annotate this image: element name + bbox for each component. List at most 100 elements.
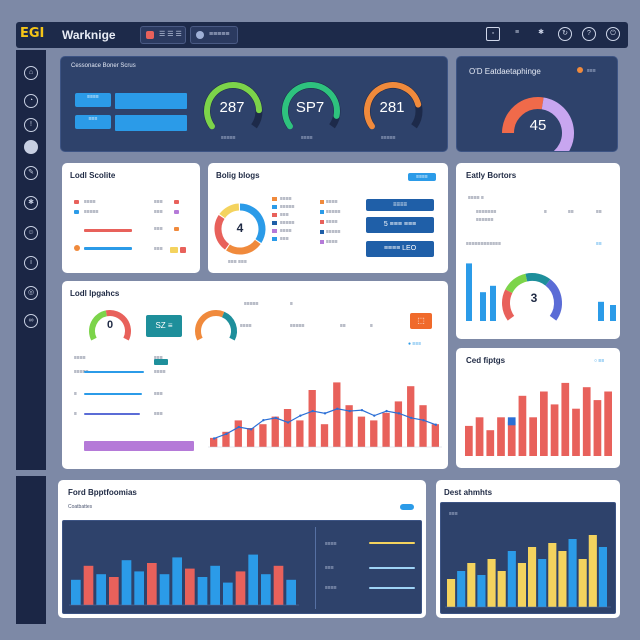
lead-panel: Lodl Scolite ≡≡≡≡ ≡≡≡ ≡≡≡≡≡ ≡≡≡ ≡≡≡ ≡≡≡: [62, 163, 200, 273]
bottom-left-panel: Ford Bpptfoomias Coatbattes ≡≡≡≡ ≡≡≡ ≡≡≡…: [58, 480, 426, 618]
power-icon[interactable]: ⏻: [606, 27, 620, 41]
sidebar-alert-icon[interactable]: !: [24, 118, 38, 132]
mid-bar-5: [259, 424, 267, 447]
mid-line-point-10: [323, 412, 327, 415]
mid-bar-16: [394, 401, 403, 447]
lead-chip-r3: [174, 227, 179, 231]
lr-bar-13: [593, 400, 602, 456]
mid-row-label: ≡: [74, 411, 77, 417]
lr-bar-10: [561, 382, 570, 456]
br-bar-1: [447, 579, 456, 607]
mid-bar-15: [382, 412, 390, 447]
donut-legend-chip: [272, 197, 277, 201]
bottom-right-chart: [445, 535, 611, 608]
settings-icon[interactable]: ✱: [538, 29, 544, 36]
donut-legend-chip: [272, 205, 277, 209]
mid-badge: SZ ≡: [146, 315, 182, 337]
sidebar-info-icon[interactable]: i: [24, 256, 38, 270]
sidebar-link-icon[interactable]: ∞: [24, 314, 38, 328]
mid-col-1: ≡≡≡≡≡: [244, 301, 259, 307]
mid-line-point-7: [286, 421, 290, 424]
mid-bar-11: [333, 382, 341, 447]
mid-bar-12: [345, 405, 353, 447]
bottom-left-title: Ford Bpptfoomias: [68, 488, 137, 497]
kpi-gauge-label-1: ≡≡≡≡≡: [221, 135, 236, 141]
donut-badge[interactable]: ≡≡≡≡: [408, 173, 436, 181]
lower-right-chart: [465, 382, 612, 456]
donut-legend-chip: [272, 237, 277, 241]
mid-gauge-value: 0: [106, 319, 114, 331]
lead-chip-r1: [174, 200, 179, 204]
bl-bar-11: [197, 577, 208, 605]
donut-legend-chip: [272, 221, 277, 225]
mid-row-bar: [84, 413, 140, 415]
donut-legend-chip-2: [320, 240, 324, 244]
toolbar-button-1-label: ☰ ☰ ☰: [159, 31, 182, 38]
score-panel: O'D Eatdaetaphinge ≡≡≡ 45: [456, 56, 618, 152]
lead-row-1-right: ≡≡≡: [154, 199, 163, 205]
bottom-left-chart-area: ≡≡≡≡ ≡≡≡ ≡≡≡≡: [62, 520, 422, 614]
bl-bar-7: [147, 563, 157, 605]
sidebar-globe-icon[interactable]: ◎: [24, 286, 38, 300]
mid-gauge-arc-2: [105, 310, 131, 341]
donut-legend-chip-2: [320, 230, 324, 234]
bl-legend-line-1: [369, 542, 415, 544]
mid-line-point-9: [311, 409, 314, 413]
bottom-left-chart: [69, 554, 299, 606]
mid-bar-1: [210, 437, 218, 447]
score-panel-title: O'D Eatdaetaphinge: [469, 67, 541, 76]
donut-slice-4: [219, 203, 240, 219]
lr-bar-6: [518, 395, 527, 456]
donut-legend-label-2: ≡≡≡≡: [326, 219, 338, 225]
sidebar-settings-icon[interactable]: ✱: [24, 196, 38, 210]
mid-bar-18: [419, 405, 427, 447]
window-icon[interactable]: ▫: [486, 27, 500, 41]
bl-bar-3: [96, 574, 106, 605]
lower-right-panel: Ced fiptgs ○ ≡≡: [456, 348, 620, 468]
toolbar-button-1[interactable]: ☰ ☰ ☰: [140, 26, 186, 44]
kpi-button-1[interactable]: ≡≡≡≡: [75, 93, 111, 107]
score-gauge-arc-2: [541, 97, 574, 151]
lead-row-2-left: ≡≡≡≡≡: [84, 209, 99, 215]
mid-gauge-arc-4: [221, 311, 237, 341]
sidebar: ⌂ ◔ ! ✎ ✱ ☺ i ◎ ∞: [16, 50, 46, 470]
kpi-gauge-arc-2: [282, 82, 340, 130]
refresh-icon[interactable]: ↻: [558, 27, 572, 41]
mid-bar-17: [407, 386, 415, 447]
mid-line-point-5: [262, 419, 265, 422]
sidebar-users-icon[interactable]: ☺: [24, 226, 38, 240]
lr-bar-1: [465, 425, 473, 456]
bl-bar-13: [223, 582, 233, 605]
donut-button-2[interactable]: 5 ≡≡≡ ≡≡≡: [366, 217, 434, 233]
entry-bar-4: [598, 301, 604, 321]
donut-legend-label: ≡≡≡: [280, 236, 289, 242]
donut-button-3[interactable]: ≡≡≡≡ LEO: [366, 241, 434, 257]
legend-dot: [577, 67, 583, 73]
kpi-gauge-arc-1: [204, 82, 262, 130]
toolbar-button-2[interactable]: ≡≡≡≡≡: [190, 26, 238, 44]
mid-line-point-18: [422, 419, 425, 422]
top-bar: EGI Warknige ☰ ☰ ☰ ≡≡≡≡≡ ▫ ≡ ✱ ↻ ? ⏻: [16, 22, 628, 48]
donut-value: 4: [236, 221, 244, 235]
kpi-button-2[interactable]: ≡≡≡: [75, 115, 111, 129]
kpi-gauge-label-3: ≡≡≡≡≡: [381, 135, 396, 141]
lead-dot: [74, 245, 80, 251]
mid-gauge-arc-1: [89, 310, 108, 341]
bottom-left-toggle[interactable]: [400, 504, 414, 510]
mid-line-point-13: [360, 408, 364, 412]
sidebar-home-icon[interactable]: ⌂: [24, 66, 38, 80]
sidebar-chart-icon[interactable]: ◔: [24, 94, 38, 108]
mid-alert-button[interactable]: ⬚: [410, 313, 432, 329]
donut-button-1[interactable]: ≡≡≡≡: [366, 199, 434, 211]
toolbar-button-2-label: ≡≡≡≡≡: [209, 31, 230, 38]
search-icon: [196, 31, 204, 39]
sidebar-active-icon[interactable]: [24, 140, 38, 154]
mid-line-point-3: [237, 425, 240, 429]
bl-bar-16: [261, 574, 271, 605]
sidebar-tools-icon[interactable]: ✎: [24, 166, 38, 180]
menu-icon[interactable]: ≡: [514, 29, 520, 36]
br-bar-11: [548, 543, 557, 607]
help-icon[interactable]: ?: [582, 27, 596, 41]
entry-row-7: ≡≡≡≡≡≡≡≡≡≡≡≡: [466, 241, 502, 247]
entry-chart: [466, 263, 616, 321]
